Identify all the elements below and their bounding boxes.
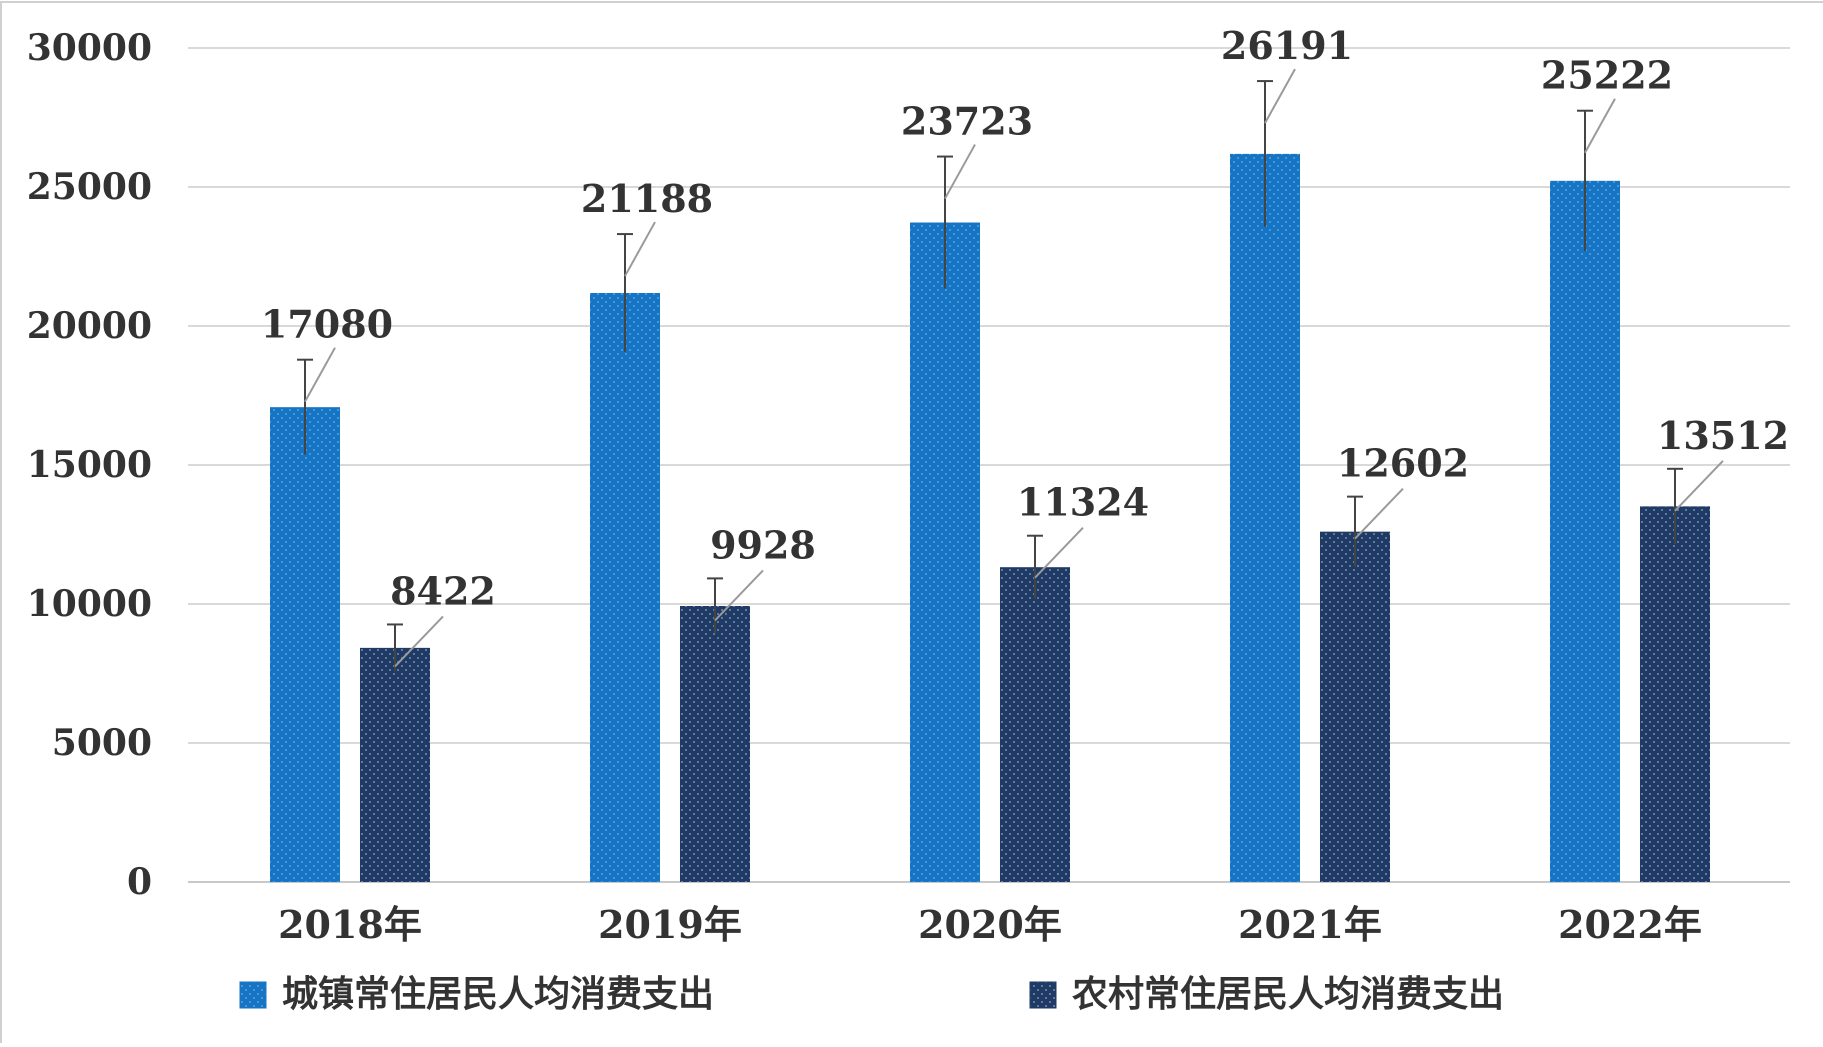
data-label-leader — [944, 144, 976, 200]
y-tick-label: 5000 — [52, 722, 152, 764]
x-axis-categories: 2018年 2019年 2020年 2021年 2022年 — [278, 902, 1702, 947]
data-label-leader — [624, 221, 656, 277]
data-label-leader — [1584, 98, 1616, 154]
y-axis-ticks: 0 5000 10000 15000 20000 25000 30000 — [27, 27, 152, 903]
y-tick-label: 0 — [127, 861, 152, 903]
bar — [1550, 180, 1620, 883]
data-label: 17080 — [261, 302, 393, 347]
x-category-label: 2018年 — [278, 902, 422, 947]
data-label: 11324 — [1017, 480, 1149, 525]
data-label: 8422 — [390, 568, 496, 613]
data-label-leader — [304, 347, 336, 403]
y-tick-label: 15000 — [27, 444, 152, 486]
data-labels: 17080 21188 23723 26191 25222 8422 9928 11324 12… — [261, 23, 1789, 668]
data-label: 23723 — [901, 99, 1033, 144]
bar — [590, 292, 660, 882]
data-label-leader — [1264, 68, 1296, 124]
legend-label: 农村常住居民人均消费支出 — [1072, 974, 1504, 1015]
bar — [680, 606, 750, 882]
data-label: 26191 — [1221, 23, 1353, 68]
legend-swatch — [1029, 981, 1057, 1009]
x-category-label: 2021年 — [1238, 902, 1382, 947]
legend-swatch — [239, 981, 267, 1009]
data-label-leader — [1354, 487, 1404, 540]
data-label-leader — [714, 569, 764, 622]
data-label-leader — [1034, 527, 1084, 579]
bar — [1320, 531, 1390, 882]
gridlines — [188, 47, 1790, 883]
data-label-leader — [394, 615, 444, 668]
legend: 城镇常住居民人均消费支出 农村常住居民人均消费支出 — [239, 974, 1504, 1015]
bar — [1230, 153, 1300, 882]
bar — [1000, 567, 1070, 882]
data-label: 9928 — [710, 522, 816, 567]
x-category-label: 2019年 — [598, 902, 742, 947]
x-category-label: 2022年 — [1558, 902, 1702, 947]
y-tick-label: 30000 — [27, 27, 152, 69]
bar — [360, 647, 430, 882]
data-label: 12602 — [1337, 441, 1469, 486]
data-label: 25222 — [1541, 53, 1673, 98]
bar — [1640, 506, 1710, 882]
y-tick-label: 20000 — [27, 305, 152, 347]
bar — [270, 407, 340, 882]
y-tick-label: 25000 — [27, 166, 152, 208]
data-label: 21188 — [581, 176, 713, 221]
data-label: 13512 — [1657, 413, 1789, 458]
bar — [910, 222, 980, 882]
bars — [270, 80, 1710, 883]
data-label-leader — [1674, 460, 1724, 512]
legend-label: 城镇常住居民人均消费支出 — [282, 974, 714, 1015]
y-tick-label: 10000 — [27, 583, 152, 625]
x-category-label: 2020年 — [918, 902, 1062, 947]
